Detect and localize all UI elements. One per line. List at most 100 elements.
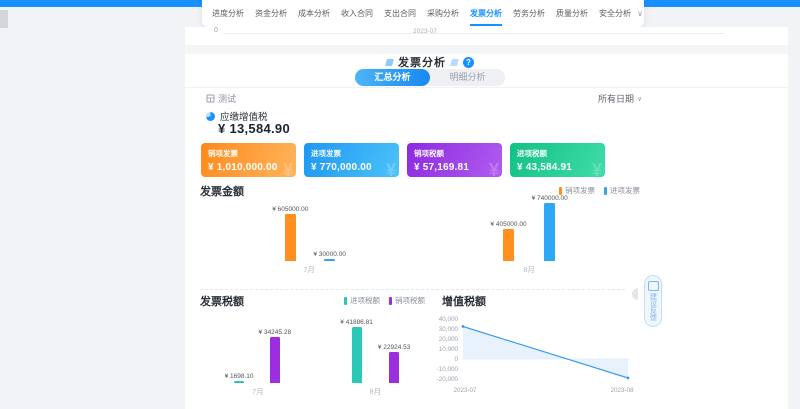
axis-label-month: 2023-07 (413, 28, 437, 35)
axis-tick-zero: 0 (214, 27, 218, 34)
bar-value-label: ¥ 30000.00 (313, 251, 346, 258)
invoice-tax-legend: 进项税额 销项税额 (295, 295, 425, 306)
kpi-card-value: ¥ 770,000.00 (311, 162, 372, 173)
help-icon[interactable]: ? (463, 56, 474, 68)
chat-icon (647, 281, 659, 291)
bar (284, 214, 296, 261)
pie-icon (206, 111, 215, 121)
module-header: 发票分析 ? (185, 54, 675, 70)
y-tick-label: -20,000 (437, 376, 459, 383)
nav-tab-5[interactable]: 支出合同 (384, 9, 416, 18)
chevron-down-icon[interactable]: ∨ (637, 9, 643, 18)
chevron-down-icon: ∨ (637, 95, 643, 103)
date-filter-label: 所有日期 (598, 94, 635, 104)
project-filter-label: 测试 (218, 94, 237, 104)
bar-value-label: ¥ 22924.53 (377, 344, 411, 351)
bar-column: ¥ 34245.28 (258, 329, 292, 383)
bar (389, 352, 400, 383)
content-panel: 0 2023-07 发票分析 ? 汇总分析 明细分析 测试 所有日期 ∨ 应缴增值 (185, 27, 788, 409)
y-tick-label: 30,000 (439, 326, 459, 333)
bar (324, 259, 336, 261)
data-point (626, 376, 630, 380)
x-tick-label: 2023-08 (610, 387, 634, 394)
left-scrollbar-thumb[interactable] (0, 10, 8, 28)
bar-column: ¥ 22924.53 (377, 344, 411, 383)
kpi-card-value: ¥ 43,584.91 (517, 162, 573, 173)
coin-icon: ¥ (488, 160, 499, 177)
bar-column: ¥ 41886.81 (340, 319, 373, 383)
bars: ¥ 41886.81 ¥ 22924.53 (340, 319, 411, 383)
bar-value-label: ¥ 740000.00 (531, 195, 568, 202)
axis-line (223, 33, 725, 34)
legend-marker (604, 186, 607, 195)
y-tick-label: 20,000 (439, 336, 459, 343)
nav-tab-7[interactable]: 发票分析 (470, 1, 502, 26)
kpi-card-label: 销项税额 (414, 149, 444, 158)
top-nav-tabs: 进度分析 资金分析 成本分析 收入合同 支出合同 采购分析 发票分析 劳务分析 质量分析 安全分析 (212, 1, 631, 26)
coin-icon: ¥ (282, 160, 293, 177)
building-icon (206, 94, 215, 103)
bar-group: ¥ 605000.00 ¥ 30000.00 7月 (272, 203, 346, 275)
category-label: 7月 (303, 265, 315, 274)
bar-group: ¥ 41886.81 ¥ 22924.53 8月 (340, 319, 411, 397)
view-tabs: 汇总分析 明细分析 (355, 69, 505, 86)
view-tab-1[interactable]: 汇总分析 (355, 69, 430, 86)
kpi-cards: 销项发票 ¥ 1,010,000.00 ¥ 进项发票 ¥ 770,000.00 ¥ 销项税额… (201, 143, 605, 177)
legend-item[interactable]: 进项发票 (604, 185, 640, 196)
nav-tab-4[interactable]: 收入合同 (341, 9, 373, 18)
dotted-divider (200, 289, 625, 290)
nav-tab-1[interactable]: 进度分析 (212, 9, 244, 18)
nav-tab-6[interactable]: 采购分析 (427, 9, 459, 18)
nav-tab-3[interactable]: 成本分析 (298, 9, 330, 18)
legend-marker (559, 186, 562, 195)
view-tab-2[interactable]: 明细分析 (449, 72, 486, 82)
coin-icon: ¥ (591, 160, 602, 177)
bar-value-label: ¥ 34245.28 (258, 329, 292, 336)
feedback-widget[interactable]: 建议反馈 (644, 275, 662, 327)
feedback-label: 建议反馈 (649, 293, 657, 321)
collapse-handle[interactable] (632, 288, 638, 300)
legend-item[interactable]: 销项税额 (389, 295, 425, 306)
legend-item[interactable]: 销项发票 (559, 185, 595, 196)
date-filter[interactable]: 所有日期 ∨ (598, 92, 642, 105)
x-tick-label: 2023-07 (453, 387, 477, 394)
legend-label: 进项发票 (610, 186, 640, 195)
y-tick-label: 10,000 (439, 346, 459, 353)
bar-value-label: ¥ 605000.00 (272, 206, 309, 213)
legend-marker (389, 296, 392, 305)
kpi-card-label: 销项发票 (208, 149, 238, 158)
kpi-card-3: 销项税额 ¥ 57,169.81 ¥ (407, 143, 502, 177)
vat-line-chart: 40,000 30,000 20,000 10,000 0 -10,000 -20,000 2… (437, 316, 634, 394)
y-tick-label: -10,000 (437, 366, 459, 373)
kpi-card-2: 进项发票 ¥ 770,000.00 ¥ (304, 143, 399, 177)
legend-item[interactable]: 进项税额 (344, 295, 380, 306)
section-gap (185, 45, 788, 54)
bar-column: ¥ 605000.00 (272, 206, 308, 261)
bar (544, 203, 556, 261)
data-point (461, 325, 465, 328)
top-nav: 进度分析 资金分析 成本分析 收入合同 支出合同 采购分析 发票分析 劳务分析 质量分析 安全分析… (202, 0, 644, 27)
bar-column: ¥ 740000.00 (532, 195, 568, 261)
bar-group: ¥ 405000.00 ¥ 740000.00 8月 (490, 195, 567, 275)
chart-title-invoice-tax: 发票税额 (200, 296, 244, 308)
chart-title-vat-amount: 增值税额 (442, 296, 486, 308)
bar-value-label: ¥ 405000.00 (490, 221, 527, 228)
nav-tab-8[interactable]: 劳务分析 (513, 9, 545, 18)
kpi-card-4: 进项税额 ¥ 43,584.91 ¥ (510, 143, 605, 177)
kpi-card-label: 进项发票 (311, 149, 341, 158)
nav-tab-2[interactable]: 资金分析 (255, 9, 287, 18)
bar-value-label: ¥ 41886.81 (340, 319, 373, 326)
category-label: 8月 (369, 387, 382, 396)
vat-summary-value: ¥ 13,584.90 (218, 121, 290, 136)
bar-column: ¥ 405000.00 (490, 221, 527, 261)
kpi-card-label: 进项税额 (517, 149, 547, 158)
nav-tab-9[interactable]: 质量分析 (556, 9, 588, 18)
invoice-amount-legend: 销项发票 进项发票 (440, 185, 640, 196)
project-filter[interactable]: 测试 (206, 92, 236, 105)
trend-line (462, 325, 629, 379)
bars: ¥ 605000.00 ¥ 30000.00 (272, 203, 346, 261)
coin-icon: ¥ (385, 160, 396, 177)
legend-label: 进项税额 (350, 296, 380, 305)
nav-tab-10[interactable]: 安全分析 (599, 9, 631, 18)
